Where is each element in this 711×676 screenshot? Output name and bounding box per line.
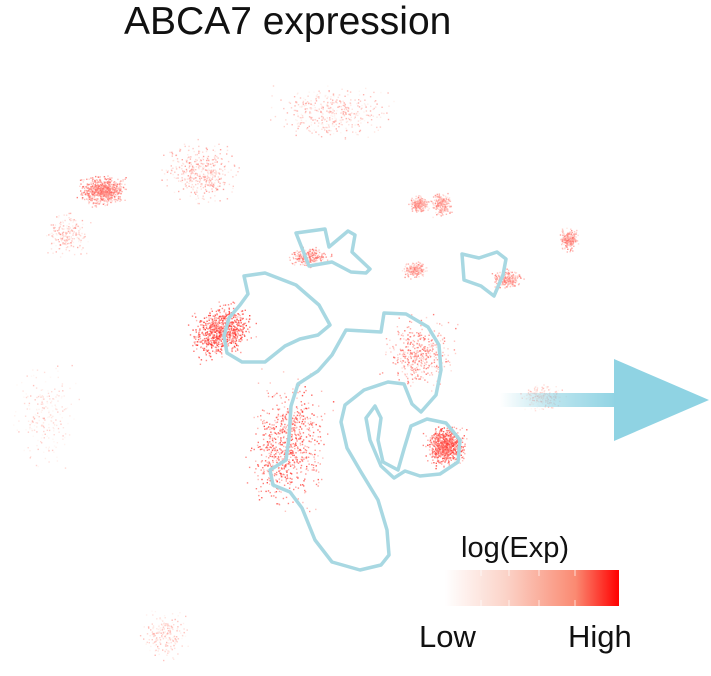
outline-main-mass — [268, 311, 443, 572]
cluster-7 — [559, 227, 580, 253]
cluster-5 — [408, 195, 430, 213]
outline-left-lobe — [222, 271, 332, 364]
cluster-12 — [379, 313, 459, 392]
cluster-9 — [401, 261, 428, 280]
cluster-4 — [46, 212, 92, 258]
outline-top-right — [460, 250, 508, 298]
arrow-head — [614, 359, 709, 441]
legend-high-label: High — [568, 619, 632, 654]
legend-title: log(Exp) — [461, 532, 569, 564]
outline-top-left — [294, 227, 372, 275]
outline-hook — [364, 404, 462, 480]
cluster-15 — [13, 364, 80, 469]
chart-title: ABCA7 expression — [124, 0, 452, 43]
cluster-outlines — [222, 227, 508, 572]
cluster-2 — [161, 138, 240, 205]
cluster-1 — [270, 85, 395, 140]
cluster-6 — [430, 192, 453, 219]
cluster-17 — [139, 610, 189, 662]
arrow-shaft — [500, 393, 618, 407]
legend-colorbar — [445, 570, 619, 606]
legend-low-label: Low — [419, 619, 476, 654]
cluster-11 — [187, 301, 257, 365]
cluster-3 — [76, 175, 127, 208]
